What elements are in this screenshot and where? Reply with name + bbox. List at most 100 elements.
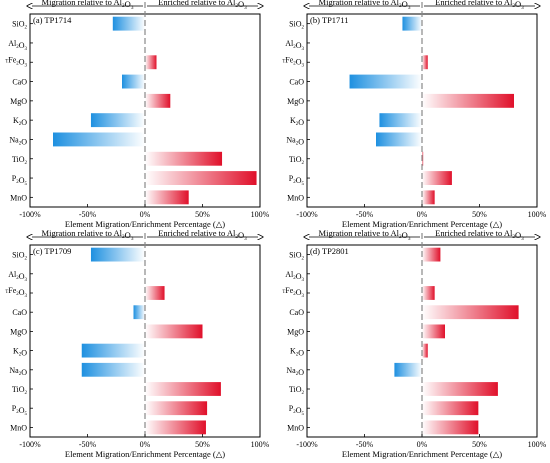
bar-9 [145,171,257,185]
category-label: Al2O3 [285,270,304,283]
category-label: Na2O [286,135,304,146]
panel-label: (b) TP1711 [310,15,349,25]
bar-9 [145,401,208,416]
x-tick-label: 0% [417,440,428,449]
x-axis-label: Element Migration/Enrichment Percentage … [65,219,225,229]
x-tick-label: -100% [19,210,41,219]
chart-panel-4: Migration relative to Al2O3 Enriched rela… [282,228,546,459]
bar-10 [422,190,435,205]
bar-5 [145,93,171,108]
bar-4 [122,74,145,89]
x-tick-label: -50% [79,440,97,449]
x-tick-label: -50% [79,210,97,219]
header-right-label: Enriched relative to Al2O3 [158,228,247,242]
bar-1 [112,16,145,31]
header-left-label: Migration relative to Al2O3 [42,228,134,242]
category-label: CaO [289,308,304,317]
x-tick-label: -50% [356,210,374,219]
x-tick-label: 50% [472,440,487,449]
bar-10 [422,420,479,435]
bar-8 [145,382,221,396]
bar-1 [402,16,422,31]
x-tick-label: 50% [195,440,210,449]
category-label: CaO [289,78,304,87]
x-tick-label: -100% [19,440,41,449]
category-label: P2O5 [12,404,28,417]
category-label: MgO [287,97,304,106]
bar-6 [90,113,145,128]
bar-8 [422,382,498,396]
bar-5 [145,324,203,339]
category-label: MnO [287,193,304,202]
x-tick-label: 0% [417,210,428,219]
category-label: TiO2 [289,385,305,396]
category-label: TiO2 [12,155,28,166]
header-right-label: Enriched relative to Al2O3 [435,0,524,11]
x-tick-label: 0% [140,210,151,219]
category-label: Al2O3 [8,270,27,283]
category-label: SiO2 [12,251,27,262]
bar-1 [422,247,441,262]
bar-1 [90,247,145,262]
x-tick-label: -50% [356,440,374,449]
category-label: MnO [10,193,27,202]
header-left-label: Migration relative to Al2O3 [42,0,134,11]
bar-9 [422,401,479,416]
chart-panel-2: Migration relative to Al2O3 Enriched rela… [282,0,546,229]
category-label: K2O [290,347,304,358]
x-tick-label: 100% [251,210,270,219]
category-label: Na2O [286,366,304,377]
panel-label: (c) TP1709 [33,246,71,256]
header-left-label: Migration relative to Al2O3 [319,0,411,11]
bar-6 [379,113,422,128]
x-tick-label: 50% [472,210,487,219]
x-tick-label: 100% [528,210,547,219]
bar-10 [145,190,189,205]
category-label: CaO [12,78,27,87]
category-label: Na2O [9,366,27,377]
x-axis-label: Element Migration/Enrichment Percentage … [342,219,502,229]
bar-3 [422,286,435,300]
category-label: TFe2O3 [5,286,27,299]
bar-8 [145,151,223,166]
category-label: TFe2O3 [282,55,304,68]
category-label: MnO [10,423,27,432]
bar-7 [376,132,422,147]
category-label: MgO [10,97,27,106]
bar-4 [349,74,422,89]
x-tick-label: -100% [296,210,318,219]
category-label: CaO [12,308,27,317]
x-axis-label: Element Migration/Enrichment Percentage … [65,449,225,459]
category-label: K2O [290,116,304,127]
bar-4 [133,305,145,320]
bar-3 [145,286,165,300]
category-label: Al2O3 [285,39,304,52]
category-label: MnO [287,423,304,432]
x-tick-label: 50% [195,210,210,219]
bar-7 [81,362,145,377]
bar-7 [53,132,145,147]
chart-panel-3: Migration relative to Al2O3 Enriched rela… [5,228,269,459]
x-tick-label: -100% [296,440,318,449]
panel-label: (d) TP2801 [310,246,349,256]
bar-5 [422,324,445,339]
x-tick-label: 0% [140,440,151,449]
category-label: MgO [10,327,27,336]
x-tick-label: 100% [528,440,547,449]
bar-4 [422,305,519,320]
bar-6 [81,343,145,358]
category-label: TFe2O3 [282,286,304,299]
bar-10 [145,420,206,435]
category-label: SiO2 [289,251,304,262]
category-label: Na2O [9,135,27,146]
category-label: MgO [287,327,304,336]
category-label: TiO2 [289,155,305,166]
bar-9 [422,171,452,185]
header-left-label: Migration relative to Al2O3 [319,228,411,242]
category-label: K2O [13,347,27,358]
category-label: SiO2 [289,20,304,31]
bar-5 [422,93,514,108]
category-label: K2O [13,116,27,127]
category-label: TFe2O3 [5,55,27,68]
